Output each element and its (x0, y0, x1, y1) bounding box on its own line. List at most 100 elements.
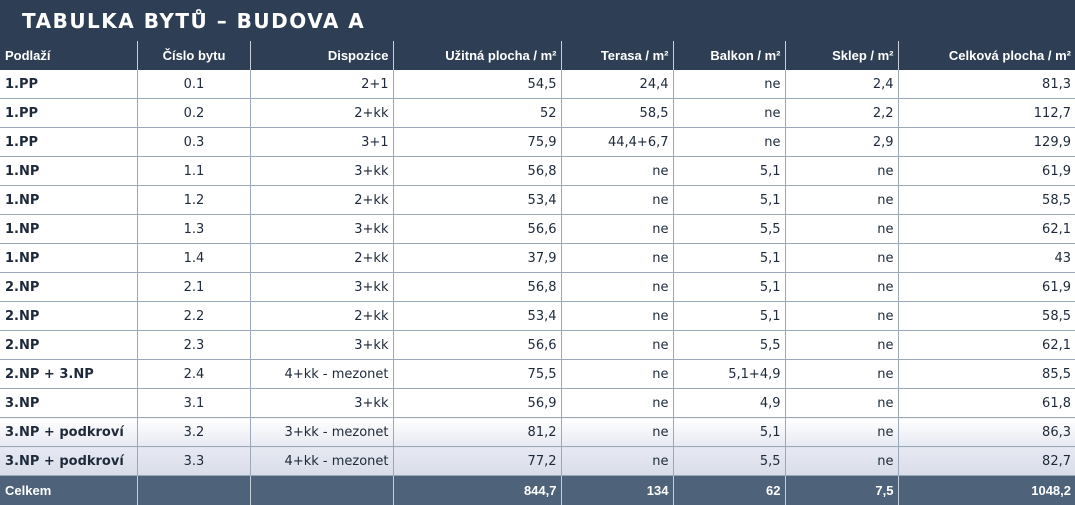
cell-uzitna: 54,5 (392, 70, 561, 99)
cell-balkon: 5,5 (672, 330, 785, 360)
cell-balkon: 5,5 (672, 214, 785, 244)
cell-sklep: 2,4 (784, 70, 898, 99)
header-cislo-bytu: Číslo bytu (136, 41, 250, 70)
cell-cislo: 1.4 (136, 243, 250, 273)
cell-podlazi: 2.NP (0, 330, 137, 360)
cell-balkon: 5,1 (672, 301, 785, 331)
cell-dispozice: 3+kk (249, 388, 393, 418)
cell-terasa: ne (560, 330, 673, 360)
cell-uzitna: 56,9 (392, 388, 561, 418)
cell-podlazi: 1.PP (0, 70, 137, 99)
cell-celkova: 129,9 (897, 127, 1075, 157)
totals-terasa: 134 (560, 475, 673, 505)
cell-dispozice: 3+kk (249, 156, 393, 186)
cell-uzitna: 56,8 (392, 156, 561, 186)
cell-dispozice: 2+kk (249, 185, 393, 215)
table-row: 3.NP 3.1 3+kk 56,9 ne 4,9 ne 61,8 (0, 388, 1075, 418)
cell-cislo: 2.1 (136, 272, 250, 302)
table-footer: Celkem 844,7 134 62 7,5 1048,2 (0, 475, 1075, 505)
cell-terasa: ne (560, 185, 673, 215)
cell-celkova: 82,7 (897, 446, 1075, 476)
cell-podlazi: 3.NP + podkroví (0, 417, 137, 447)
cell-sklep: ne (784, 272, 898, 302)
table-row: 1.PP 0.1 2+1 54,5 24,4 ne 2,4 81,3 (0, 70, 1075, 99)
cell-balkon: ne (672, 70, 785, 99)
totals-dispozice-empty (249, 475, 393, 505)
cell-celkova: 61,9 (897, 156, 1075, 186)
table-row: 1.PP 0.2 2+kk 52 58,5 ne 2,2 112,7 (0, 98, 1075, 128)
table-row: 1.NP 1.2 2+kk 53,4 ne 5,1 ne 58,5 (0, 185, 1075, 215)
apartment-table: Podlaží Číslo bytu Dispozice Užitná ploc… (0, 41, 1075, 505)
cell-sklep: 2,9 (784, 127, 898, 157)
cell-balkon: 5,1 (672, 417, 785, 447)
cell-celkova: 86,3 (897, 417, 1075, 447)
cell-celkova: 62,1 (897, 330, 1075, 360)
cell-dispozice: 3+kk (249, 272, 393, 302)
cell-uzitna: 56,8 (392, 272, 561, 302)
cell-cislo: 2.4 (136, 359, 250, 389)
totals-balkon: 62 (672, 475, 785, 505)
cell-celkova: 112,7 (897, 98, 1075, 128)
totals-row: Celkem 844,7 134 62 7,5 1048,2 (0, 475, 1075, 505)
cell-podlazi: 1.NP (0, 243, 137, 273)
cell-celkova: 81,3 (897, 70, 1075, 99)
cell-celkova: 85,5 (897, 359, 1075, 389)
cell-balkon: ne (672, 127, 785, 157)
cell-balkon: 5,1 (672, 156, 785, 186)
cell-terasa: ne (560, 272, 673, 302)
table-row: 2.NP 2.1 3+kk 56,8 ne 5,1 ne 61,9 (0, 272, 1075, 302)
title-bar: TABULKA BYTŮ – BUDOVA A (0, 0, 1075, 41)
cell-sklep: ne (784, 388, 898, 418)
cell-dispozice: 3+kk - mezonet (249, 417, 393, 447)
cell-uzitna: 75,9 (392, 127, 561, 157)
cell-terasa: ne (560, 388, 673, 418)
cell-podlazi: 2.NP + 3.NP (0, 359, 137, 389)
cell-celkova: 61,9 (897, 272, 1075, 302)
cell-terasa: ne (560, 301, 673, 331)
table-row: 1.PP 0.3 3+1 75,9 44,4+6,7 ne 2,9 129,9 (0, 127, 1075, 157)
cell-cislo: 1.1 (136, 156, 250, 186)
cell-sklep: 2,2 (784, 98, 898, 128)
cell-terasa: ne (560, 417, 673, 447)
cell-uzitna: 56,6 (392, 330, 561, 360)
cell-terasa: ne (560, 156, 673, 186)
table-body: 1.PP 0.1 2+1 54,5 24,4 ne 2,4 81,3 1.PP 0.2 2+kk 52… (0, 70, 1075, 476)
cell-cislo: 1.2 (136, 185, 250, 215)
table-row: 1.NP 1.4 2+kk 37,9 ne 5,1 ne 43 (0, 243, 1075, 273)
cell-balkon: 5,1 (672, 243, 785, 273)
cell-uzitna: 53,4 (392, 185, 561, 215)
cell-podlazi: 1.NP (0, 214, 137, 244)
cell-podlazi: 1.PP (0, 127, 137, 157)
cell-terasa: 58,5 (560, 98, 673, 128)
totals-label: Celkem (0, 475, 137, 505)
cell-dispozice: 4+kk - mezonet (249, 359, 393, 389)
cell-celkova: 43 (897, 243, 1075, 273)
totals-cislo-empty (136, 475, 250, 505)
cell-podlazi: 1.NP (0, 185, 137, 215)
cell-sklep: ne (784, 330, 898, 360)
header-podlazi: Podlaží (0, 41, 137, 70)
cell-cislo: 0.1 (136, 70, 250, 99)
header-row: Podlaží Číslo bytu Dispozice Užitná ploc… (0, 41, 1075, 70)
cell-balkon: 5,1 (672, 272, 785, 302)
cell-podlazi: 3.NP (0, 388, 137, 418)
cell-sklep: ne (784, 214, 898, 244)
cell-celkova: 62,1 (897, 214, 1075, 244)
cell-terasa: ne (560, 243, 673, 273)
cell-sklep: ne (784, 156, 898, 186)
page-title: TABULKA BYTŮ – BUDOVA A (22, 8, 366, 33)
header-uzitna-plocha: Užitná plocha / m² (392, 41, 561, 70)
cell-cislo: 2.2 (136, 301, 250, 331)
cell-uzitna: 37,9 (392, 243, 561, 273)
cell-cislo: 1.3 (136, 214, 250, 244)
cell-podlazi: 1.NP (0, 156, 137, 186)
header-sklep: Sklep / m² (784, 41, 898, 70)
cell-balkon: ne (672, 98, 785, 128)
cell-podlazi: 1.PP (0, 98, 137, 128)
table-row: 3.NP + podkroví 3.3 4+kk - mezonet 77,2 ne 5,… (0, 446, 1075, 476)
cell-podlazi: 2.NP (0, 272, 137, 302)
table-row: 2.NP 2.2 2+kk 53,4 ne 5,1 ne 58,5 (0, 301, 1075, 331)
cell-balkon: 5,1+4,9 (672, 359, 785, 389)
cell-balkon: 5,1 (672, 185, 785, 215)
